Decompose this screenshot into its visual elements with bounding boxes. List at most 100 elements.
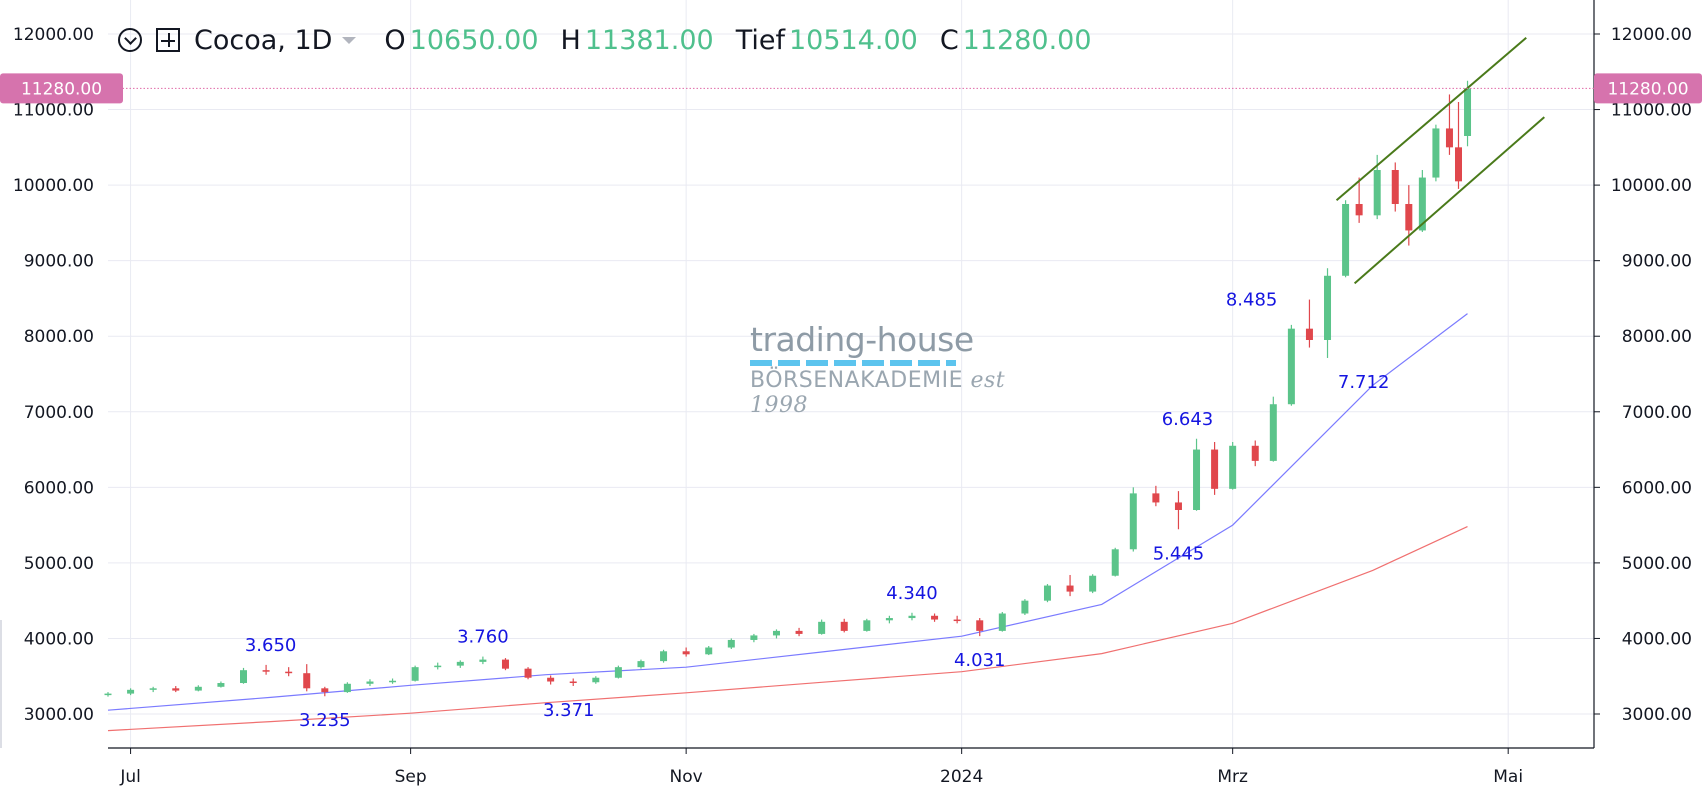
candle-body: [592, 677, 600, 683]
candle-body: [524, 668, 532, 678]
trend-channel: [1335, 37, 1545, 285]
y-tick-label-right: 6000.00: [1622, 478, 1692, 498]
y-tick-label-right: 8000.00: [1622, 327, 1692, 347]
y-tick-label-right: 7000.00: [1622, 403, 1692, 423]
open-label: O: [384, 24, 406, 56]
open-value: 10650.00: [409, 24, 539, 56]
y-tick-label-left: 6000.00: [24, 478, 94, 498]
candle-body: [953, 619, 961, 622]
candle-body: [795, 630, 803, 634]
candle-body: [389, 680, 397, 683]
candle-body: [908, 615, 916, 619]
y-axis-right[interactable]: 3000.00 4000.00 5000.00 6000.00 7000.00 8000.…: [1594, 25, 1692, 725]
candle-body: [434, 665, 442, 668]
candle-body: [1152, 493, 1160, 503]
compare-add-icon[interactable]: [156, 28, 180, 52]
last-price-label-left: 11280.00: [21, 79, 102, 99]
y-tick-label-right: 3000.00: [1622, 705, 1692, 725]
candle-body: [1454, 147, 1462, 182]
watermark-logo: trading-house BÖRSENAKADEMIE est 1998: [750, 322, 1050, 418]
y-axis-left[interactable]: 3000.00 4000.00 5000.00 6000.00 7000.00 8000.…: [13, 25, 94, 725]
low-value: 10514.00: [788, 24, 918, 56]
high-label: H: [560, 24, 581, 56]
symbol-title[interactable]: Cocoa, 1D: [194, 24, 333, 56]
candle-body: [1324, 275, 1332, 340]
candle-body: [262, 670, 270, 672]
price-annotation: 3.235: [299, 710, 351, 731]
y-tick-label-right: 11000.00: [1611, 101, 1692, 121]
candle-body: [366, 681, 374, 684]
candle-body: [637, 661, 645, 668]
collapse-icon[interactable]: [118, 28, 142, 52]
candle-body: [343, 683, 351, 693]
x-axis[interactable]: Jul Sep Nov 2024 Mrz Mai: [119, 748, 1523, 787]
symbol-legend: Cocoa, 1D O 10650.00 H 11381.00 Tief 105…: [118, 18, 1114, 62]
last-price-marker: 11280.00 11280.00: [0, 73, 1702, 104]
candle-body: [127, 689, 135, 694]
grid-lines: [108, 0, 1594, 748]
candle-body: [479, 659, 487, 662]
candle-body: [456, 661, 464, 666]
price-annotation: 7.712: [1338, 372, 1390, 393]
candle-body: [569, 681, 577, 684]
candle-body: [240, 670, 248, 684]
watermark-academy: BÖRSENAKADEMIE: [750, 368, 963, 393]
candle-body: [1418, 177, 1426, 231]
candle-body: [1251, 445, 1259, 461]
candle-body: [1405, 204, 1413, 231]
watermark-dashes: [750, 360, 956, 366]
y-tick-label-right: 10000.00: [1611, 176, 1692, 196]
axes: [0, 0, 1595, 749]
candle-body: [931, 615, 939, 620]
candle-body: [501, 659, 509, 669]
candle-body: [1355, 204, 1363, 216]
price-annotation: 6.643: [1162, 409, 1214, 430]
price-annotation: 3.650: [245, 635, 297, 656]
candle-body: [976, 620, 984, 631]
y-tick-label-right: 4000.00: [1622, 629, 1692, 649]
candle-body: [1432, 128, 1440, 178]
x-tick-label: 2024: [940, 767, 983, 787]
y-tick-label-left: 9000.00: [24, 252, 94, 272]
candle-body: [1287, 328, 1295, 405]
candle-body: [1391, 170, 1399, 204]
chevron-down-icon[interactable]: [342, 36, 357, 44]
price-annotation: 3.760: [457, 627, 509, 648]
candlestick-series: [104, 80, 1472, 697]
y-tick-label-left: 10000.00: [13, 176, 94, 196]
price-annotation: 3.371: [543, 700, 595, 721]
candle-body: [772, 630, 780, 636]
price-annotation: 4.031: [954, 650, 1006, 671]
x-tick-label: Nov: [670, 767, 703, 787]
y-tick-label-left: 12000.00: [13, 25, 94, 45]
price-annotations: 3.650 3.235 3.760 3.371 4.340 4.031 6.643 5.445…: [245, 290, 1390, 732]
x-tick-label: Mai: [1493, 767, 1523, 787]
last-price-badge-left: [0, 73, 123, 104]
candle-body: [705, 647, 713, 655]
candle-body: [1464, 88, 1472, 136]
candle-body: [1066, 585, 1074, 592]
x-tick-label: Jul: [119, 767, 141, 787]
price-annotation: 5.445: [1153, 543, 1205, 564]
y-tick-label-left: 5000.00: [24, 554, 94, 574]
price-annotation: 8.485: [1226, 290, 1278, 311]
y-tick-label-left: 3000.00: [24, 705, 94, 725]
candle-body: [104, 693, 112, 696]
candle-body: [1342, 204, 1350, 276]
y-tick-label-left: 8000.00: [24, 327, 94, 347]
candle-body: [727, 639, 735, 648]
candle-body: [172, 688, 180, 691]
channel-line: [1353, 116, 1545, 285]
watermark-est: est 1998: [750, 368, 1006, 418]
candle-body: [885, 618, 893, 621]
candle-body: [1021, 600, 1029, 614]
close-label: C: [939, 24, 959, 56]
x-tick-label: Sep: [395, 767, 427, 787]
moving-average-line: [107, 313, 1468, 711]
candle-body: [194, 686, 202, 691]
candle-body: [149, 688, 157, 690]
candle-body: [1211, 449, 1219, 489]
candle-body: [614, 667, 622, 678]
candle-body: [1174, 502, 1182, 510]
